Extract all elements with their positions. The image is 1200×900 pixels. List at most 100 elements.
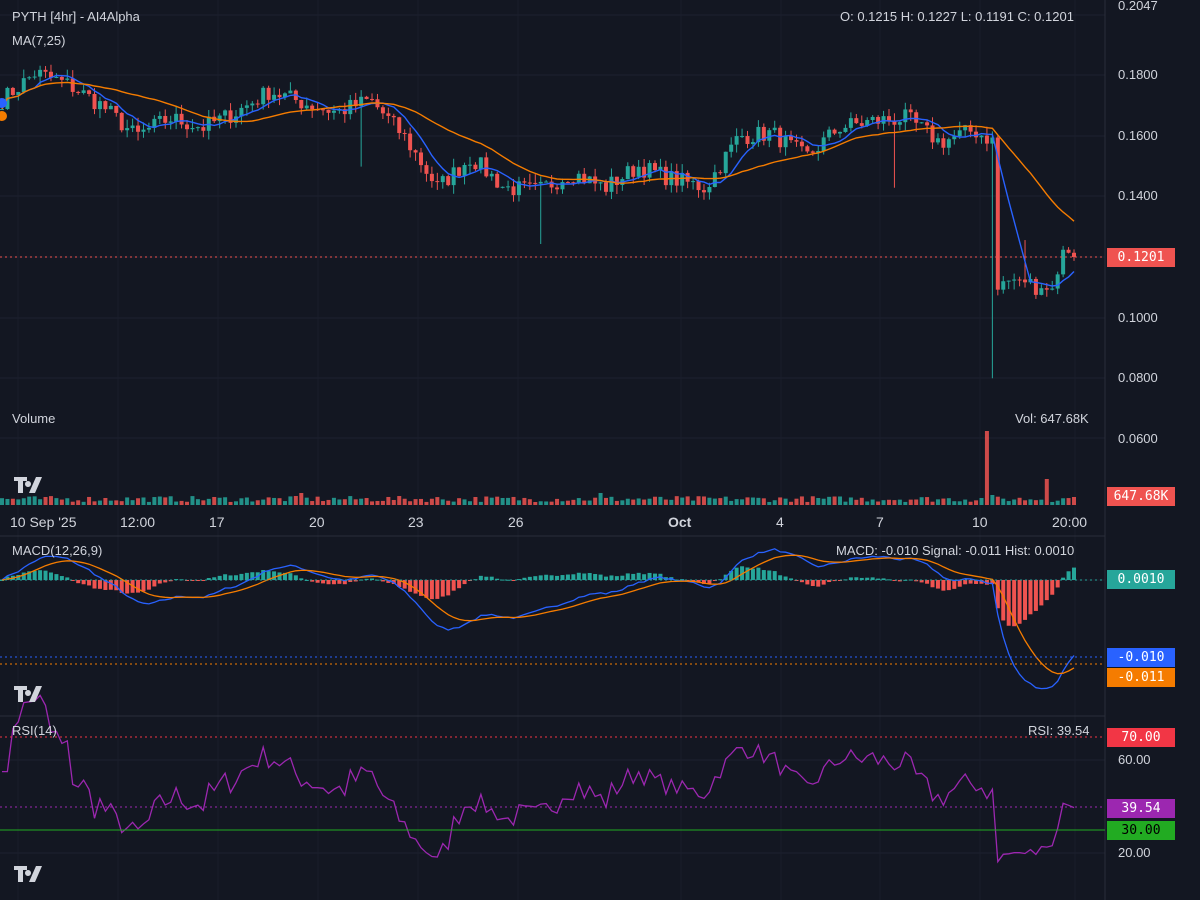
volume-bar [941, 498, 946, 505]
macd-hist-bar [761, 570, 766, 580]
volume-bar [484, 496, 489, 505]
macd-hist-bar [1033, 580, 1038, 611]
candle [919, 122, 924, 124]
volume-bar [500, 497, 505, 505]
macd-hist-bar [489, 576, 494, 580]
macd-hist-bar [1028, 580, 1033, 615]
macd-hist-bar [925, 580, 930, 584]
candle [130, 125, 135, 129]
volume-bar [179, 500, 184, 505]
volume-bar [723, 496, 728, 505]
macd-hist-bar [832, 580, 837, 582]
candle [734, 136, 739, 145]
time-tick: 4 [776, 514, 784, 530]
macd-hist-bar [244, 572, 249, 580]
macd-hist-bar [402, 580, 407, 589]
candle [963, 125, 968, 131]
candle [217, 115, 222, 122]
volume-bar [680, 497, 685, 505]
macd-hist-bar [397, 580, 402, 587]
time-tick: 10 Sep '25 [10, 514, 77, 530]
macd-hist-bar [38, 570, 43, 580]
macd-hist-bar [370, 578, 375, 580]
macd-hist-bar [952, 580, 957, 589]
candle [435, 181, 440, 183]
volume-bar [821, 498, 826, 505]
candle [489, 173, 494, 177]
macd-hist-bar [157, 580, 162, 584]
macd-hist-bar [1072, 567, 1076, 580]
macd-hist-bar [549, 575, 554, 580]
candle [462, 165, 467, 176]
volume-bar [555, 498, 560, 505]
candle [484, 157, 489, 177]
macd-hist-bar [27, 571, 32, 580]
candle [10, 87, 15, 95]
candle [723, 151, 728, 174]
candle [288, 90, 293, 94]
candle [43, 69, 48, 72]
candle [680, 172, 685, 186]
candle [892, 121, 897, 125]
volume-bar [59, 499, 64, 505]
candle [321, 109, 326, 111]
volume-bar [206, 498, 211, 505]
candle [386, 113, 391, 116]
volume-bar [391, 499, 396, 505]
volume-bar [43, 497, 48, 505]
volume-bar [587, 500, 592, 505]
candle [1061, 249, 1066, 275]
candle [413, 150, 418, 153]
price-tick: 0.1800 [1118, 67, 1158, 82]
candle [544, 181, 549, 183]
macd-hist-bar [652, 573, 657, 580]
macd-hist-bar [582, 573, 587, 580]
candle [261, 87, 266, 105]
volume-bar [1055, 500, 1060, 505]
macd-hist-bar [206, 578, 211, 580]
volume-bar [506, 497, 511, 505]
candle [342, 109, 347, 115]
volume-bar [261, 499, 266, 505]
macd-hist-bar [707, 580, 712, 584]
macd-hist-bar [729, 570, 734, 580]
macd-hist-bar [1055, 580, 1060, 588]
volume-bar [636, 498, 641, 505]
price-tick: 0.1600 [1118, 128, 1158, 143]
macd-hist-bar [413, 580, 418, 594]
candle [560, 182, 565, 190]
candle [729, 144, 734, 152]
candle [974, 131, 979, 138]
macd-hist-bar [293, 575, 298, 580]
macd-hist-bar [778, 575, 783, 580]
candle [70, 78, 75, 92]
volume-bar [190, 496, 195, 505]
macd-hist-bar [435, 580, 440, 599]
candle [163, 115, 168, 123]
candle [1023, 279, 1028, 283]
volume-bar [451, 501, 456, 505]
volume-bar [516, 500, 521, 505]
macd-hist-bar [696, 580, 701, 583]
candle [48, 71, 53, 78]
volume-bar [799, 496, 804, 505]
macd-hist-bar [212, 577, 217, 580]
macd-hist-bar [353, 580, 358, 582]
volume-bar [440, 499, 445, 505]
macd-hist-bar [914, 580, 919, 582]
volume-bar [495, 496, 500, 505]
volume-bar [16, 499, 21, 505]
macd-hist-bar [331, 580, 336, 585]
volume-bar [810, 496, 815, 505]
candle [549, 181, 554, 188]
volume-bar [315, 496, 320, 505]
candle [391, 115, 396, 118]
volume-bar [761, 498, 766, 505]
ohlc-readout: O: 0.1215 H: 0.1227 L: 0.1191 C: 0.1201 [840, 9, 1074, 24]
volume-bar [326, 499, 331, 505]
macd-hist-bar [799, 580, 804, 583]
candle [995, 137, 1000, 290]
candle [146, 127, 151, 130]
volume-bar [631, 499, 636, 505]
